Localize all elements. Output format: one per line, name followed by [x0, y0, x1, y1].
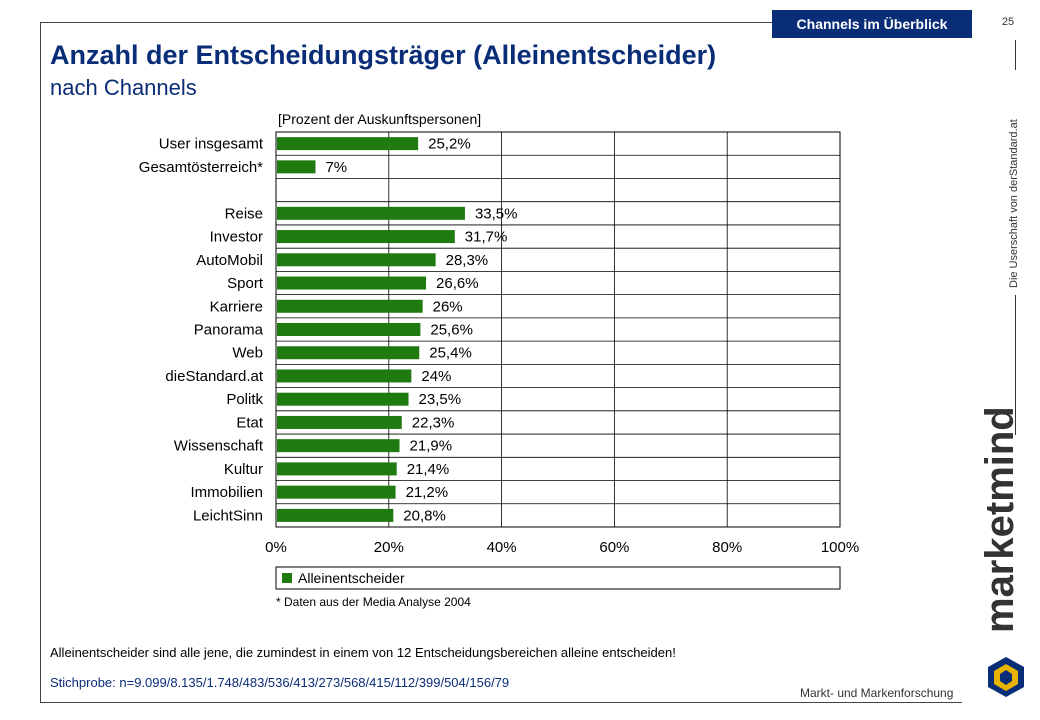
legend-label: Alleinentscheider — [298, 570, 405, 586]
category-label: dieStandard.at — [165, 368, 263, 385]
sample-size-note: Stichprobe: n=9.099/8.135/1.748/483/536/… — [50, 675, 510, 690]
page-subtitle: nach Channels — [50, 75, 197, 100]
data-label: 26% — [433, 298, 463, 315]
section-tab: Channels im Überblick — [772, 10, 972, 38]
side-divider-top — [1015, 40, 1016, 70]
category-label: Sport — [227, 275, 264, 292]
x-tick-label: 80% — [712, 539, 742, 556]
page-number: 25 — [1001, 16, 1015, 28]
side-divider-middle — [1015, 295, 1016, 435]
bar — [277, 276, 427, 290]
frame-bottom-line — [40, 702, 792, 703]
legend-swatch — [282, 573, 292, 583]
data-label: 7% — [325, 159, 347, 176]
category-label: Wissenschaft — [174, 438, 264, 455]
data-label: 31,7% — [465, 229, 508, 246]
x-tick-label: 100% — [821, 539, 859, 556]
data-label: 23,5% — [419, 391, 462, 408]
data-label: 24% — [421, 368, 451, 385]
unit-label: [Prozent der Auskunftspersonen] — [278, 111, 481, 127]
frame-left-line — [40, 22, 41, 702]
bar — [277, 323, 421, 336]
bar — [277, 137, 419, 151]
legend-box — [275, 566, 841, 590]
x-tick-label: 0% — [265, 539, 287, 556]
chart-footnote: * Daten aus der Media Analyse 2004 — [276, 595, 471, 609]
x-tick-label: 60% — [599, 539, 629, 556]
data-label: 26,6% — [436, 275, 479, 292]
bar — [277, 206, 465, 220]
category-label: Gesamtösterreich* — [139, 159, 263, 176]
footer-line — [792, 702, 962, 703]
cube-logo-icon — [988, 657, 1024, 697]
bar — [277, 299, 423, 313]
category-label: Web — [232, 345, 263, 362]
category-label: LeichtSinn — [193, 507, 263, 524]
bar — [277, 369, 412, 383]
category-label: Investor — [210, 229, 263, 246]
bar — [277, 485, 396, 499]
category-label: User insgesamt — [159, 136, 264, 153]
category-label: Reise — [225, 205, 263, 222]
data-label: 21,2% — [406, 484, 449, 501]
x-tick-label: 20% — [374, 539, 404, 556]
data-label: 28,3% — [446, 252, 489, 269]
category-label: Karriere — [210, 298, 263, 315]
bar — [277, 508, 394, 522]
data-label: 25,4% — [429, 345, 472, 362]
plot-frame — [275, 131, 841, 528]
bar — [277, 253, 436, 267]
category-label: Immobilien — [190, 484, 263, 501]
bar — [277, 462, 397, 476]
bar — [277, 346, 420, 360]
category-label: Politk — [226, 391, 263, 408]
data-label: 21,4% — [407, 461, 450, 478]
bar — [277, 160, 316, 174]
x-tick-label: 40% — [487, 539, 517, 556]
bar — [277, 439, 400, 453]
data-label: 21,9% — [410, 438, 453, 455]
data-label: 20,8% — [403, 507, 446, 524]
category-label: AutoMobil — [196, 252, 263, 269]
data-label: 25,6% — [430, 322, 473, 339]
page-title: Anzahl der Entscheidungsträger (Alleinen… — [50, 40, 717, 70]
data-label: 22,3% — [412, 414, 455, 431]
bar — [277, 230, 455, 244]
definition-note: Alleinentscheider sind alle jene, die zu… — [50, 645, 676, 660]
category-label: Kultur — [224, 461, 263, 478]
bar — [277, 415, 402, 429]
company-tagline: Markt- und Markenforschung — [800, 686, 954, 700]
category-label: Panorama — [194, 322, 264, 339]
data-label: 25,2% — [428, 136, 471, 153]
bar — [277, 392, 409, 406]
frame-top-line — [40, 22, 972, 23]
data-label: 33,5% — [475, 205, 518, 222]
category-label: Etat — [236, 414, 264, 431]
